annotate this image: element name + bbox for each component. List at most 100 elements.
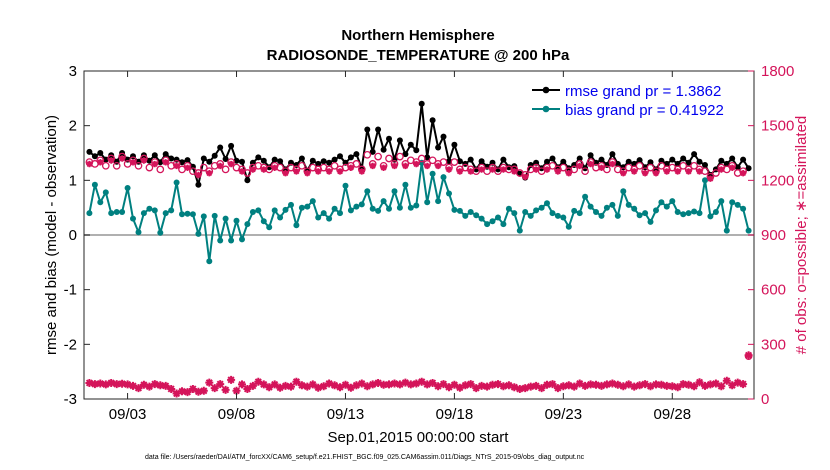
obs-assimilated-overlay — [140, 157, 148, 164]
rmse-point — [353, 151, 360, 158]
bias-point — [538, 204, 545, 211]
obs-possible-point — [134, 161, 143, 170]
bias-point — [396, 204, 403, 211]
obs-assimilated-point — [363, 382, 372, 391]
bias-point — [609, 201, 616, 208]
bias-point — [653, 207, 659, 214]
rmse-point — [91, 153, 98, 160]
bias-point — [413, 202, 420, 209]
obs-assimilated-overlay — [249, 166, 257, 173]
bias-point — [462, 212, 469, 219]
bias-point — [146, 205, 153, 212]
bias-point — [680, 211, 687, 218]
bias-point — [522, 209, 529, 215]
obs-assimilated-point — [243, 385, 252, 393]
obs-assimilated-point — [319, 382, 328, 391]
obs-assimilated-point — [188, 385, 197, 393]
obs-assimilated-overlay — [369, 162, 376, 170]
bias-point — [206, 258, 213, 265]
obs-possible-point — [417, 154, 426, 163]
obs-assimilated-point — [238, 380, 246, 389]
bias-point — [446, 190, 452, 197]
obs-assimilated-overlay — [532, 166, 540, 173]
bias-point — [86, 210, 93, 217]
obs-assimilated-point — [543, 380, 551, 389]
obs-assimilated-overlay — [271, 164, 278, 171]
obs-assimilated-point — [706, 380, 715, 389]
obs-assimilated-overlay — [522, 173, 529, 181]
bias-point — [288, 201, 294, 208]
obs-assimilated-point — [515, 385, 524, 393]
rmse-point — [320, 158, 327, 165]
bias-point — [211, 212, 218, 219]
obs-assimilated-point — [178, 387, 186, 396]
rmse-point — [179, 159, 185, 166]
rmse-point — [680, 155, 687, 162]
bias-point — [130, 215, 136, 222]
obs-possible-point — [570, 165, 579, 174]
obs-possible-point — [396, 152, 404, 161]
obs-assimilated-point — [248, 381, 257, 390]
bias-point — [723, 227, 730, 234]
bias-point — [712, 209, 719, 215]
bias-point — [429, 170, 436, 177]
obs-assimilated-point — [472, 384, 481, 393]
obs-assimilated-overlay — [238, 168, 246, 175]
obs-assimilated-point — [613, 380, 622, 389]
rmse-point — [587, 152, 594, 159]
obs-possible-point — [298, 161, 306, 170]
rmse-point — [718, 157, 725, 164]
rmse-point — [740, 156, 747, 163]
bias-point — [108, 210, 115, 217]
rmse-point — [456, 158, 463, 165]
obs-possible-point — [646, 163, 655, 172]
rmse-point — [636, 157, 643, 164]
rmse-point — [549, 155, 556, 162]
bias-point — [184, 210, 191, 217]
y2-tick-label: 600 — [761, 282, 786, 299]
bias-point — [255, 207, 262, 214]
obs-assimilated-point — [690, 382, 699, 391]
obs-assimilated-point — [270, 380, 279, 389]
obs-assimilated-overlay — [445, 166, 453, 173]
obs-assimilated-point — [265, 383, 274, 392]
legend-rmse-marker — [542, 86, 550, 94]
obs-possible-point — [374, 152, 382, 161]
obs-assimilated-point — [586, 380, 595, 389]
rmse-point — [309, 157, 316, 164]
obs-assimilated-overlay — [336, 168, 344, 175]
obs-assimilated-point — [608, 379, 617, 388]
bias-point — [565, 223, 572, 230]
bias-point — [582, 193, 589, 200]
obs-assimilated-overlay — [489, 166, 496, 173]
bias-point — [527, 212, 534, 219]
obs-assimilated-overlay — [456, 168, 464, 175]
obs-assimilated-point — [461, 381, 470, 390]
legend-bias-marker — [542, 105, 550, 113]
obs-assimilated-point — [428, 379, 437, 387]
x-axis-label: Sep.01,2015 00:00:00 start — [328, 429, 510, 446]
obs-assimilated-point — [450, 380, 459, 389]
x-tick-label: 09/23 — [545, 406, 583, 423]
obs-assimilated-point — [445, 383, 453, 392]
rmse-point — [331, 156, 338, 163]
obs-assimilated-point — [701, 381, 709, 390]
rmse-point — [631, 160, 638, 167]
bias-point — [478, 215, 485, 222]
bias-point — [745, 227, 752, 234]
obs-assimilated-overlay — [325, 168, 333, 175]
obs-assimilated-point — [281, 381, 290, 390]
bias-point — [576, 210, 583, 217]
bias-point — [315, 214, 322, 221]
rmse-point — [505, 164, 512, 171]
rmse-point — [669, 156, 676, 163]
obs-assimilated-overlay — [173, 162, 180, 170]
y2-tick-label: 1500 — [761, 118, 794, 135]
y2-tick-label: 1800 — [761, 63, 794, 80]
obs-assimilated-point — [303, 382, 312, 391]
obs-assimilated-overlay — [587, 160, 594, 168]
bias-point — [162, 210, 169, 217]
bias-point — [702, 177, 708, 184]
obs-assimilated-overlay — [543, 166, 551, 173]
rmse-point — [609, 151, 616, 158]
